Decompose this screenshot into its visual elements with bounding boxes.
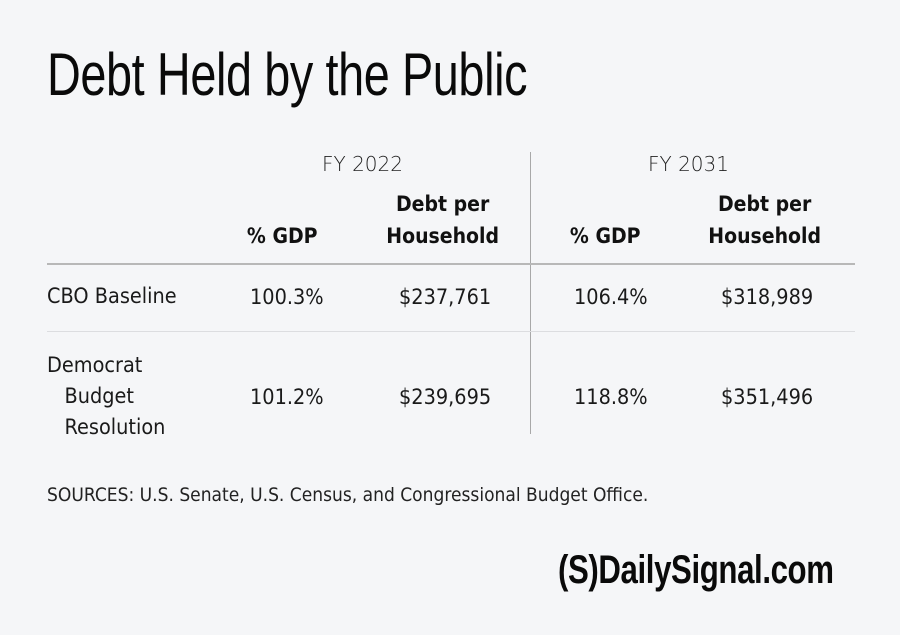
group-header-fy2022: FY 2022: [322, 152, 403, 176]
cell-debt-2031: $318,989: [721, 285, 814, 309]
cell-gdp-2022: 100.3%: [250, 285, 324, 309]
row-label-line: Resolution: [64, 415, 166, 439]
column-header-debt-2031: Debt per Household: [708, 188, 821, 252]
cell-gdp-2031: 118.8%: [574, 385, 648, 409]
row-label-democrat-budget-resolution: Democrat Budget Resolution: [47, 350, 165, 443]
group-header-fy2031: FY 2031: [648, 152, 729, 176]
cell-debt-2031: $351,496: [721, 385, 814, 409]
column-header-debt-2022: Debt per Household: [386, 188, 499, 252]
column-header-gdp-2022: % GDP: [246, 224, 318, 248]
daily-signal-logo: (S)DailySignal.com: [558, 548, 834, 592]
row-label-line: Budget: [64, 384, 134, 408]
column-header-gdp-2031: % GDP: [569, 224, 641, 248]
cell-gdp-2031: 106.4%: [574, 285, 648, 309]
row-label-line: Democrat: [47, 353, 143, 377]
cell-debt-2022: $237,761: [399, 285, 492, 309]
row-divider: [47, 331, 855, 332]
column-header-debt-line1: Debt per: [717, 192, 812, 216]
column-header-debt-line1: Debt per: [395, 192, 490, 216]
cell-debt-2022: $239,695: [399, 385, 492, 409]
chart-title: Debt Held by the Public: [47, 41, 528, 108]
cell-gdp-2022: 101.2%: [250, 385, 324, 409]
sources-note: SOURCES: U.S. Senate, U.S. Census, and C…: [47, 484, 649, 506]
column-header-debt-line2: Household: [708, 224, 822, 248]
column-header-debt-line2: Household: [386, 224, 500, 248]
header-rule: [47, 263, 855, 265]
row-label-cbo-baseline: CBO Baseline: [47, 284, 177, 308]
group-divider: [530, 152, 531, 434]
